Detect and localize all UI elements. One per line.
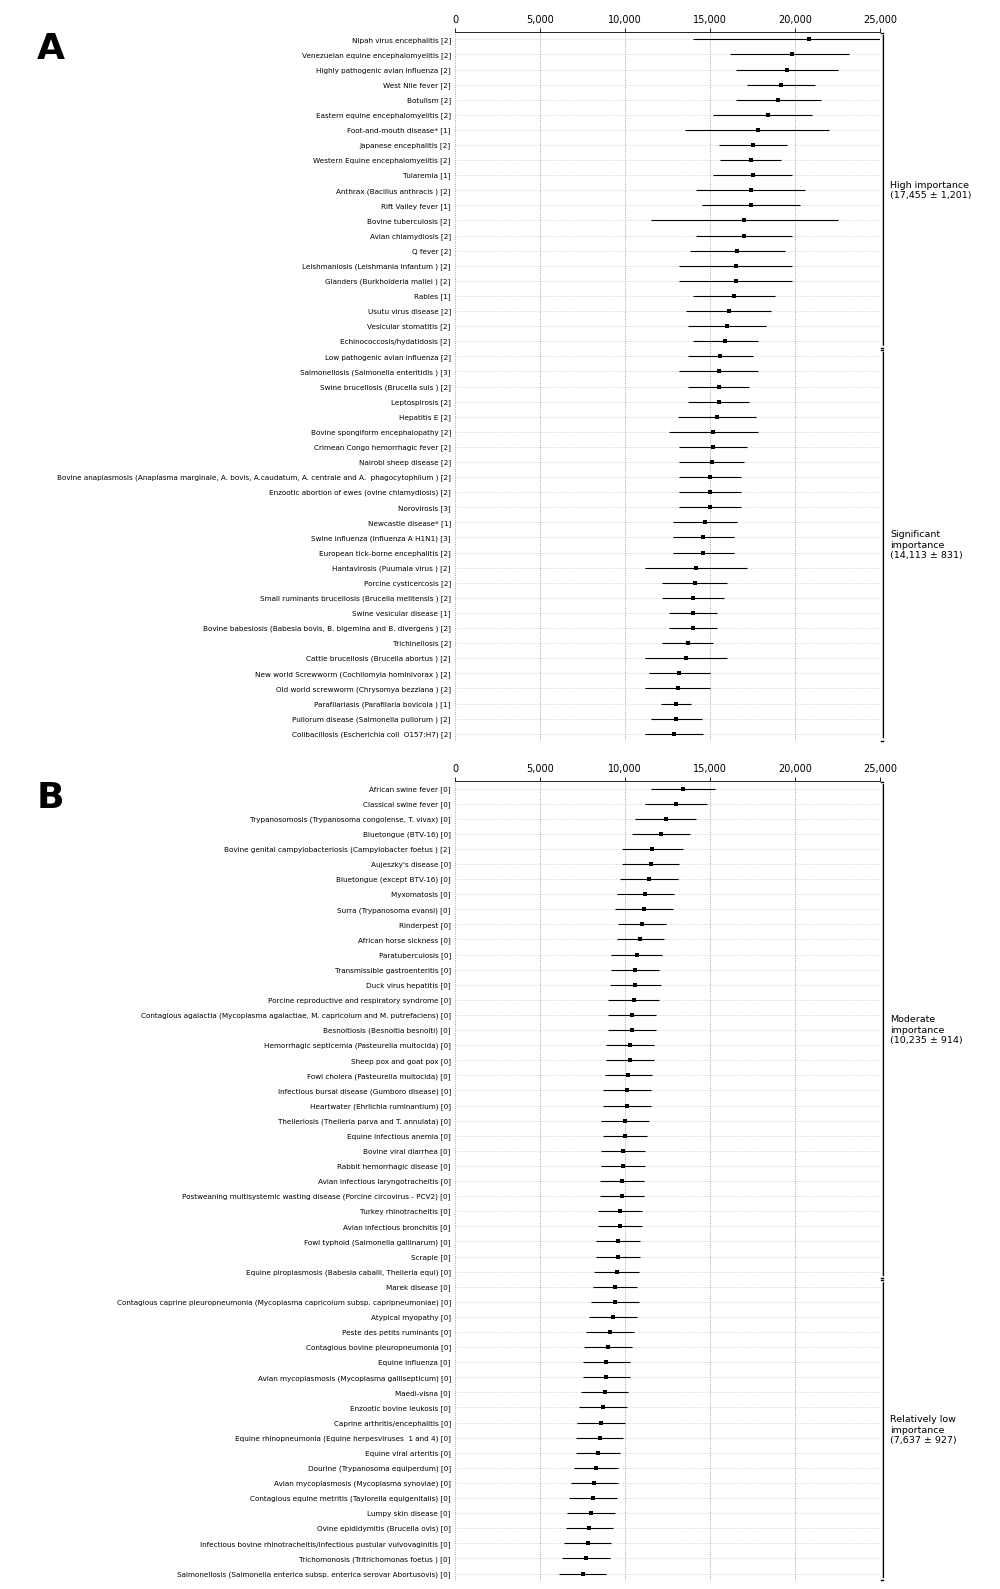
Text: Moderate
importance
(10,235 ± 914): Moderate importance (10,235 ± 914) xyxy=(890,1015,963,1046)
Text: High importance
(17,455 ± 1,201): High importance (17,455 ± 1,201) xyxy=(890,181,972,200)
Text: Relatively low
importance
(7,637 ± 927): Relatively low importance (7,637 ± 927) xyxy=(890,1416,957,1444)
Text: A: A xyxy=(36,32,64,65)
Text: B: B xyxy=(36,780,64,815)
Text: Significant
importance
(14,113 ± 831): Significant importance (14,113 ± 831) xyxy=(890,531,963,559)
